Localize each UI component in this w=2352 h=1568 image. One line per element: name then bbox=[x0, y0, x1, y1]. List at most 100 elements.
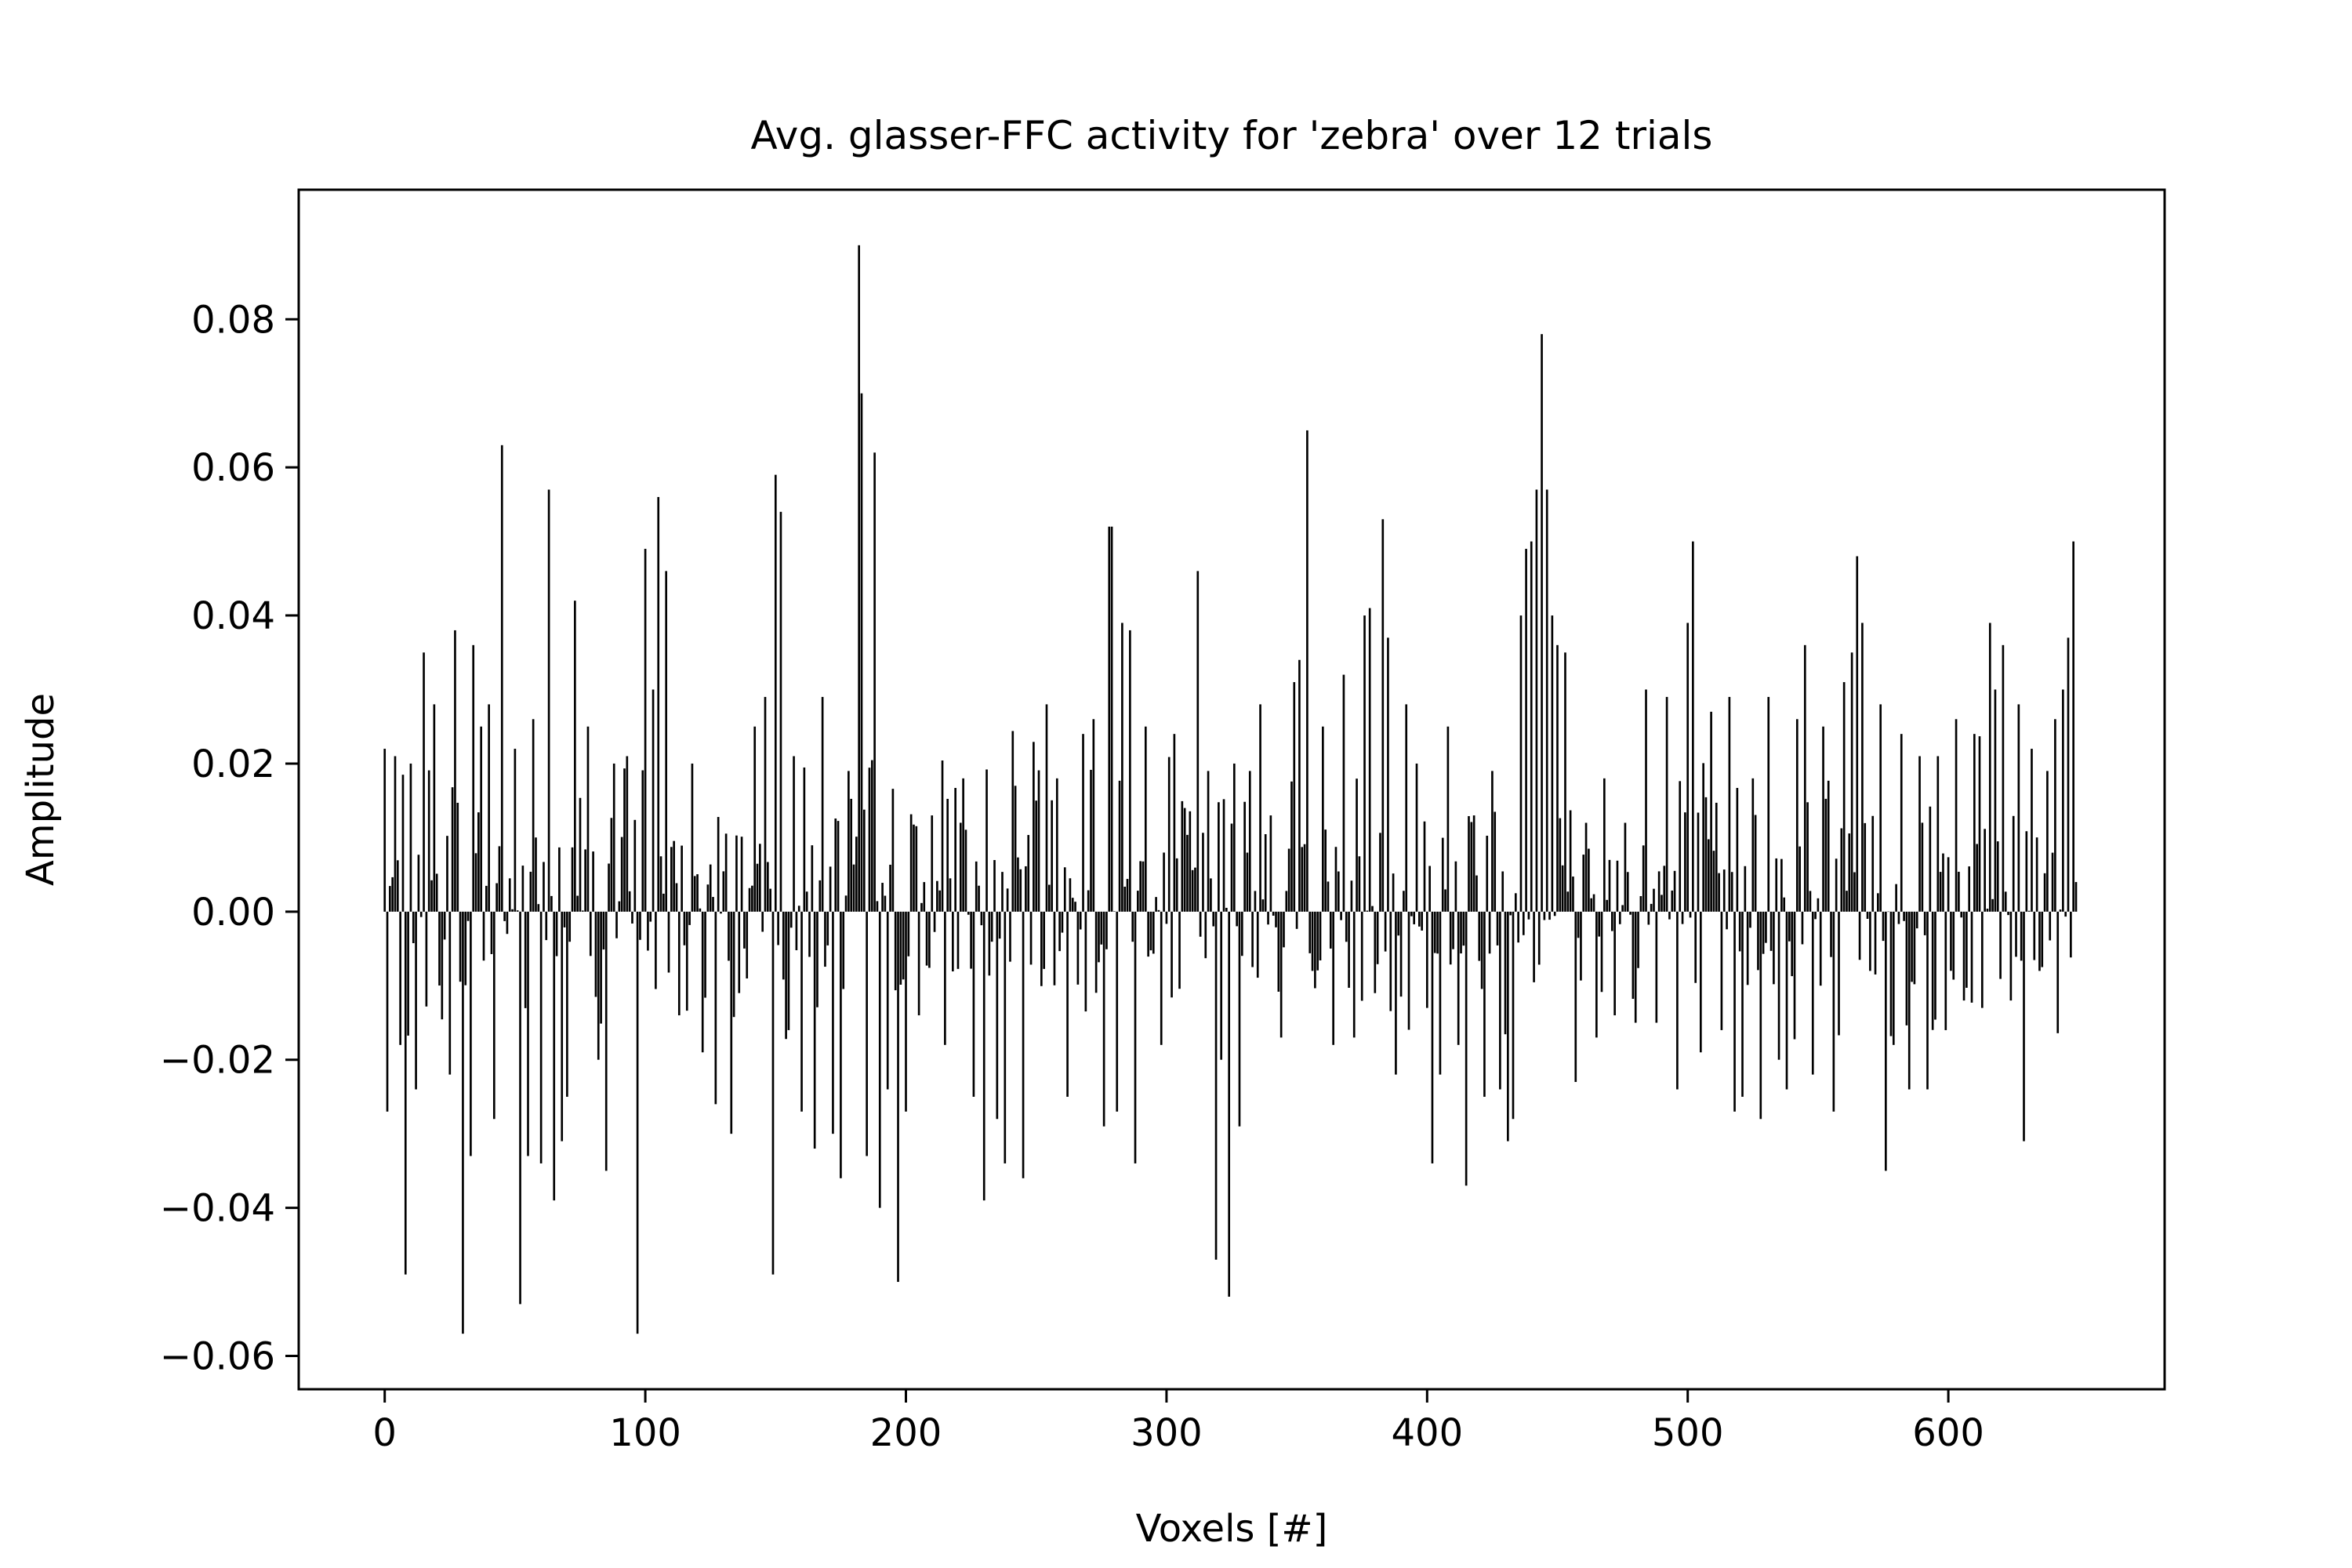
bar bbox=[1413, 911, 1416, 924]
bar bbox=[1600, 911, 1603, 993]
bar bbox=[1694, 911, 1697, 983]
bar bbox=[2056, 911, 2060, 1033]
bar bbox=[1566, 891, 1570, 912]
bar bbox=[1757, 911, 1759, 971]
bar bbox=[1457, 911, 1460, 1045]
bar bbox=[1887, 911, 1889, 913]
bar bbox=[931, 815, 934, 912]
bar bbox=[1850, 652, 1853, 912]
bar bbox=[1350, 880, 1353, 912]
bar bbox=[1905, 911, 1908, 1025]
bar bbox=[793, 756, 795, 912]
bar bbox=[1741, 911, 1744, 1097]
bar bbox=[1634, 911, 1637, 1023]
bar bbox=[441, 911, 444, 1020]
bar bbox=[1407, 911, 1410, 1030]
bar bbox=[925, 911, 928, 966]
bar bbox=[1418, 911, 1421, 927]
bar bbox=[959, 822, 962, 912]
bar bbox=[868, 768, 871, 912]
bar bbox=[905, 911, 907, 1112]
bar bbox=[1173, 734, 1176, 912]
bar bbox=[1864, 822, 1867, 912]
bar bbox=[852, 864, 855, 912]
bar bbox=[1468, 815, 1470, 912]
bar bbox=[1769, 911, 1773, 951]
bar bbox=[862, 809, 866, 912]
bar bbox=[571, 847, 574, 912]
bar bbox=[1100, 911, 1103, 945]
bar bbox=[1530, 541, 1533, 912]
bar bbox=[628, 891, 631, 912]
bar bbox=[1043, 911, 1045, 969]
bar bbox=[448, 911, 452, 1075]
bar bbox=[1824, 798, 1828, 912]
bar bbox=[1199, 911, 1202, 937]
bar bbox=[1718, 873, 1720, 912]
bar bbox=[1279, 911, 1283, 1038]
bar bbox=[1986, 909, 1989, 912]
bar bbox=[1222, 799, 1225, 912]
bar bbox=[1058, 911, 1061, 952]
bar bbox=[696, 874, 699, 912]
bar bbox=[604, 911, 608, 1171]
bar bbox=[2027, 910, 2031, 912]
bar bbox=[618, 901, 621, 912]
bar bbox=[1661, 895, 1663, 912]
bar bbox=[1610, 911, 1613, 931]
bar bbox=[722, 871, 725, 912]
bar bbox=[647, 911, 649, 951]
bar bbox=[730, 911, 733, 1134]
bar bbox=[1559, 818, 1562, 912]
bar bbox=[884, 895, 887, 912]
bar bbox=[881, 883, 884, 912]
bar bbox=[1574, 911, 1577, 1083]
chart-title: Avg. glasser-FFC activity for 'zebra' ov… bbox=[751, 113, 1713, 158]
bar bbox=[805, 891, 808, 912]
bar bbox=[1947, 857, 1950, 912]
bar bbox=[1431, 911, 1434, 1163]
bar bbox=[1480, 911, 1483, 989]
y-tick-label: 0.08 bbox=[191, 298, 275, 342]
bar bbox=[740, 837, 743, 912]
bar bbox=[876, 901, 879, 912]
bar bbox=[417, 855, 420, 912]
bar bbox=[1123, 886, 1127, 912]
bar bbox=[1749, 911, 1751, 928]
bar bbox=[688, 911, 691, 925]
bar bbox=[2007, 911, 2009, 916]
bar bbox=[677, 911, 681, 1016]
bar bbox=[1984, 829, 1986, 912]
bar bbox=[1504, 911, 1507, 1035]
bar bbox=[1079, 911, 1082, 930]
bar bbox=[555, 911, 558, 956]
bar bbox=[1915, 911, 1918, 929]
bar bbox=[1689, 911, 1692, 918]
bar bbox=[1621, 905, 1624, 912]
bar bbox=[1657, 871, 1661, 912]
bar bbox=[795, 911, 798, 951]
bar bbox=[1139, 861, 1142, 912]
bar bbox=[1363, 615, 1366, 912]
bar bbox=[1329, 911, 1332, 949]
bar bbox=[1980, 911, 1984, 1008]
bar bbox=[1624, 822, 1627, 912]
bar bbox=[1293, 682, 1296, 912]
bar bbox=[1699, 911, 1702, 1053]
bar bbox=[1595, 911, 1598, 1038]
bar bbox=[878, 911, 881, 1208]
bar bbox=[1783, 897, 1786, 912]
bar bbox=[1785, 911, 1788, 1090]
y-tick-label: −0.04 bbox=[160, 1187, 275, 1231]
bar bbox=[972, 911, 975, 1097]
bar bbox=[1366, 910, 1369, 912]
bar bbox=[1618, 911, 1621, 924]
bar bbox=[759, 844, 761, 912]
bar bbox=[1256, 911, 1259, 978]
bar bbox=[1811, 911, 1814, 1075]
bar bbox=[1269, 815, 1272, 912]
bar bbox=[623, 768, 626, 912]
bar bbox=[574, 601, 576, 912]
bar bbox=[477, 812, 480, 912]
